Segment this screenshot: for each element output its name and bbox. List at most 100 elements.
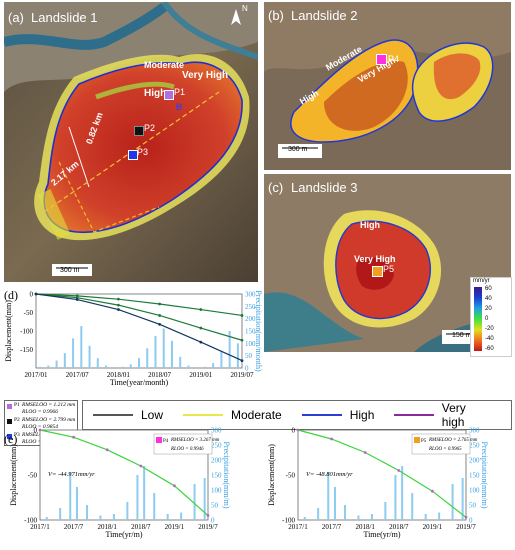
panel-a-title: Landslide 1 — [31, 10, 98, 25]
x-tick-label: 2019/1 — [423, 523, 443, 531]
precip-bar — [180, 512, 183, 520]
y2-tick-label: 0 — [245, 365, 249, 373]
rate-label: V= -48.801mm/yr — [306, 471, 353, 478]
precip-bar — [236, 343, 239, 368]
panel-b-tag: (b) — [268, 8, 284, 23]
precip-bar — [96, 358, 99, 368]
legend-item: Very high — [394, 401, 491, 429]
panel-b-image: (b) Landslide 2 Moderate Very High High … — [264, 2, 511, 170]
precip-bar — [357, 515, 360, 520]
y-tick-label: -100 — [24, 517, 37, 525]
precip-bar — [99, 515, 102, 520]
precip-bar — [303, 517, 306, 520]
panel-e-tag: (e) — [4, 432, 18, 446]
colorbar-ticks: 60 40 20 0 -20 -40 -60 — [485, 284, 509, 354]
series-point — [240, 314, 244, 317]
precip-bar — [105, 365, 108, 368]
precip-bar — [424, 514, 427, 520]
series-line — [297, 429, 467, 518]
series-point — [158, 314, 162, 317]
stats-point: P1 — [14, 402, 20, 408]
precip-bar — [126, 502, 129, 520]
series-line — [35, 293, 243, 317]
precip-bar — [451, 484, 454, 520]
y-tick-label: 0 — [292, 427, 296, 435]
series-point — [206, 514, 210, 517]
precip-bar — [394, 475, 397, 520]
stats-point: P2 — [14, 417, 20, 423]
y2-tick-label: 200 — [469, 457, 480, 465]
series-point — [72, 435, 75, 439]
x-tick-label: 2018/7 — [389, 523, 409, 531]
precip-bar — [136, 475, 139, 520]
series-point — [464, 515, 468, 519]
series-point — [117, 297, 120, 301]
precip-bar — [170, 340, 173, 368]
precip-bar — [203, 366, 206, 368]
scale-bar-c: 150 m — [452, 332, 472, 339]
series-point — [75, 298, 79, 301]
stats-row: P2 RMSELOO = 2.799 mm RLOO = 0.9854 — [5, 417, 77, 431]
y2-tick-label: 300 — [211, 427, 222, 435]
precip-bar — [88, 345, 91, 368]
y2-axis-label: Precipitation(mm/m) — [480, 441, 489, 508]
colorbar-tick: -20 — [485, 326, 494, 332]
north-label: N — [242, 4, 248, 13]
x-axis-label: Time(yr/m) — [105, 530, 142, 539]
y2-tick-label: 250 — [469, 442, 480, 450]
chart-d: 0 -50 -100 -150 300 250 200 150 100 50 0 2017/01 201… — [4, 290, 262, 387]
stat-box — [411, 433, 471, 455]
series-point — [105, 448, 109, 452]
y2-axis-label: Precipitation(mm/m) — [222, 441, 231, 508]
width-line — [68, 126, 90, 188]
y2-tick-label: 100 — [469, 487, 480, 495]
scale-bar-b: 300 m — [288, 146, 308, 153]
precip-bar — [461, 478, 464, 520]
series-point — [199, 340, 203, 344]
series-point — [199, 308, 203, 311]
precip-bar — [162, 328, 165, 368]
series-point — [363, 451, 367, 454]
stats-r: RLOO = 0.9854 — [22, 423, 58, 430]
precip-bar — [72, 338, 75, 368]
series-point — [117, 303, 120, 307]
y2-tick-label: 0 — [469, 517, 473, 525]
precip-bar — [63, 353, 66, 368]
panel-c-image: (c) Landslide 3 High Very High P5 150 m — [264, 174, 511, 352]
y2-tick-label: 150 — [469, 472, 480, 480]
point-p2-marker — [134, 126, 144, 136]
precip-bar — [438, 512, 441, 520]
precip-bar — [75, 487, 78, 520]
precip-bar — [45, 517, 48, 520]
point-p1-label: P1 — [174, 87, 186, 97]
y2-tick-label: 250 — [245, 303, 256, 311]
x-tick-label: 2017/1 — [30, 523, 50, 531]
legend-label: Moderate — [231, 408, 282, 422]
precip-bar — [112, 514, 115, 520]
precip-bar — [138, 358, 140, 368]
x-tick-label: 2017/7 — [322, 523, 342, 531]
y-tick-label: -50 — [286, 472, 296, 480]
panel-c-tag: (c) — [268, 180, 284, 195]
stats-rmse: RMSELOO = 2.799 mm — [22, 417, 76, 423]
precip-bar — [384, 502, 387, 520]
point-p3-label: P3 — [137, 147, 149, 157]
stats-marker — [7, 434, 12, 439]
precip-bar — [370, 514, 373, 520]
panel-d-tag: (d) — [4, 288, 18, 302]
zone-label-very-high: Very High — [182, 70, 229, 81]
colorbar-tick: 60 — [485, 286, 492, 292]
stat-box — [153, 433, 213, 455]
stats-values: RMSELOO = 2.799 mm RLOO = 0.9854 — [22, 417, 75, 430]
stats-marker — [7, 404, 12, 409]
series-point — [330, 437, 333, 441]
panel-b-title: Landslide 2 — [291, 8, 358, 23]
x-axis-label: Time(year/month) — [110, 378, 169, 387]
stat-point: P5 — [421, 439, 427, 444]
rate-label: V= -44.971mm/yr — [48, 471, 95, 478]
panel-c-title: Landslide 3 — [291, 180, 358, 195]
x-tick-label: 2019/01 — [189, 371, 212, 379]
series-point — [38, 428, 42, 432]
precip-bar — [80, 326, 83, 368]
y2-tick-label: 0 — [211, 517, 215, 525]
